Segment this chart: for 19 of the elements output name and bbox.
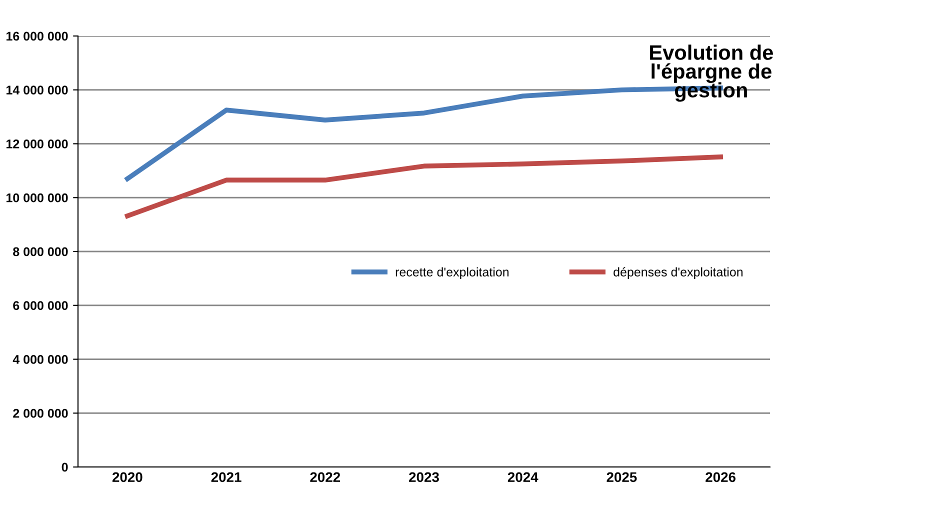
x-tick-label: 2023 — [409, 472, 439, 482]
y-tick-label: 8 000 000 — [13, 247, 68, 256]
y-tick-label: 6 000 000 — [13, 301, 68, 310]
y-tick-label: 2 000 000 — [13, 408, 68, 418]
legend-label: recette d'exploitation — [396, 267, 509, 279]
x-tick-label: 2022 — [310, 472, 340, 482]
x-tick-label: 2021 — [211, 472, 242, 482]
y-tick-label: 0 — [62, 462, 68, 472]
y-tick-label: 4 000 000 — [12, 355, 68, 364]
y-tick-label: 10 000 000 — [6, 193, 68, 202]
y-tick-label: 16 000 000 — [6, 32, 68, 41]
x-tick-label: 2020 — [112, 472, 142, 482]
legend-label: dépenses d'exploitation — [614, 267, 743, 279]
line-series — [125, 154, 723, 218]
x-tick-label: 2026 — [706, 472, 736, 482]
x-tick-label: 2024 — [508, 472, 538, 482]
x-tick-label: 2025 — [606, 472, 637, 482]
y-tick-label: 14 000 000 — [6, 86, 68, 95]
y-tick-label: 12 000 000 — [6, 140, 68, 148]
